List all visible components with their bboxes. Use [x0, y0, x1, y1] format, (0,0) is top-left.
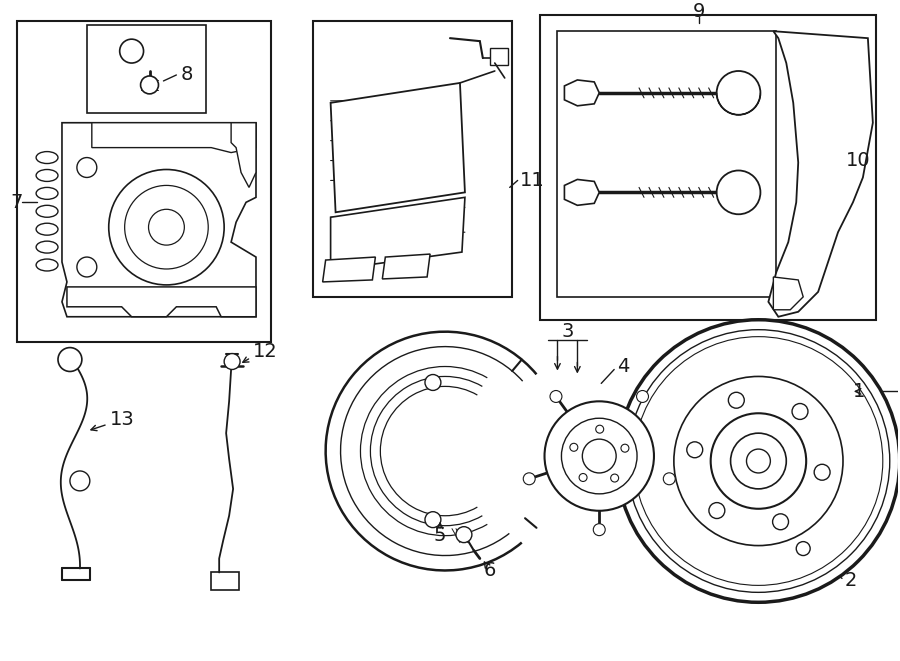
Text: 8: 8 — [180, 65, 193, 85]
Circle shape — [120, 39, 144, 63]
Circle shape — [523, 473, 536, 485]
Text: 2: 2 — [845, 571, 858, 590]
Bar — [539, 15, 876, 320]
Polygon shape — [773, 277, 803, 310]
Circle shape — [796, 541, 810, 555]
Text: 3: 3 — [562, 322, 573, 341]
Circle shape — [224, 354, 240, 369]
Circle shape — [716, 71, 760, 115]
Circle shape — [58, 348, 82, 371]
Circle shape — [550, 391, 562, 403]
Polygon shape — [67, 287, 256, 317]
Circle shape — [716, 171, 760, 214]
Circle shape — [562, 418, 637, 494]
Circle shape — [634, 336, 883, 586]
Circle shape — [456, 527, 472, 543]
Text: 11: 11 — [519, 171, 544, 190]
Circle shape — [674, 377, 843, 545]
Bar — [212, 572, 239, 590]
Circle shape — [663, 473, 675, 485]
Bar — [557, 31, 777, 297]
Circle shape — [544, 401, 654, 511]
Circle shape — [582, 439, 617, 473]
Circle shape — [593, 524, 605, 535]
Polygon shape — [92, 123, 256, 153]
Circle shape — [570, 444, 578, 451]
Polygon shape — [769, 31, 873, 317]
Circle shape — [611, 474, 618, 482]
Polygon shape — [330, 83, 465, 212]
Circle shape — [125, 186, 208, 269]
Circle shape — [636, 391, 649, 403]
Text: 1: 1 — [853, 382, 865, 401]
Circle shape — [617, 320, 900, 602]
Polygon shape — [62, 123, 256, 317]
Circle shape — [425, 375, 441, 391]
Text: 9: 9 — [692, 2, 705, 20]
Circle shape — [746, 449, 770, 473]
Circle shape — [140, 76, 158, 94]
Polygon shape — [231, 123, 256, 188]
Circle shape — [425, 512, 441, 527]
Bar — [17, 21, 271, 342]
Circle shape — [76, 257, 97, 277]
Circle shape — [621, 444, 629, 452]
Text: 10: 10 — [846, 151, 870, 170]
Text: 4: 4 — [617, 357, 629, 376]
Polygon shape — [564, 179, 599, 206]
Circle shape — [728, 392, 744, 408]
Circle shape — [772, 514, 788, 529]
Circle shape — [814, 464, 830, 480]
Circle shape — [148, 210, 184, 245]
Circle shape — [596, 425, 604, 433]
Text: 5: 5 — [434, 526, 446, 545]
Text: 7: 7 — [10, 193, 22, 212]
Circle shape — [792, 403, 808, 420]
Polygon shape — [322, 257, 375, 282]
Text: 12: 12 — [253, 342, 278, 361]
Circle shape — [579, 473, 587, 481]
Polygon shape — [382, 254, 430, 279]
Polygon shape — [564, 80, 599, 106]
Bar — [86, 25, 206, 113]
Bar — [490, 48, 508, 65]
Polygon shape — [330, 198, 465, 270]
Circle shape — [70, 471, 90, 491]
Circle shape — [627, 330, 890, 592]
Circle shape — [76, 157, 97, 177]
Circle shape — [709, 502, 725, 518]
Text: 6: 6 — [483, 561, 496, 580]
Circle shape — [687, 442, 703, 458]
Circle shape — [731, 433, 787, 489]
Text: 13: 13 — [110, 410, 134, 429]
Circle shape — [711, 413, 806, 509]
Bar — [312, 21, 512, 297]
Circle shape — [109, 169, 224, 285]
